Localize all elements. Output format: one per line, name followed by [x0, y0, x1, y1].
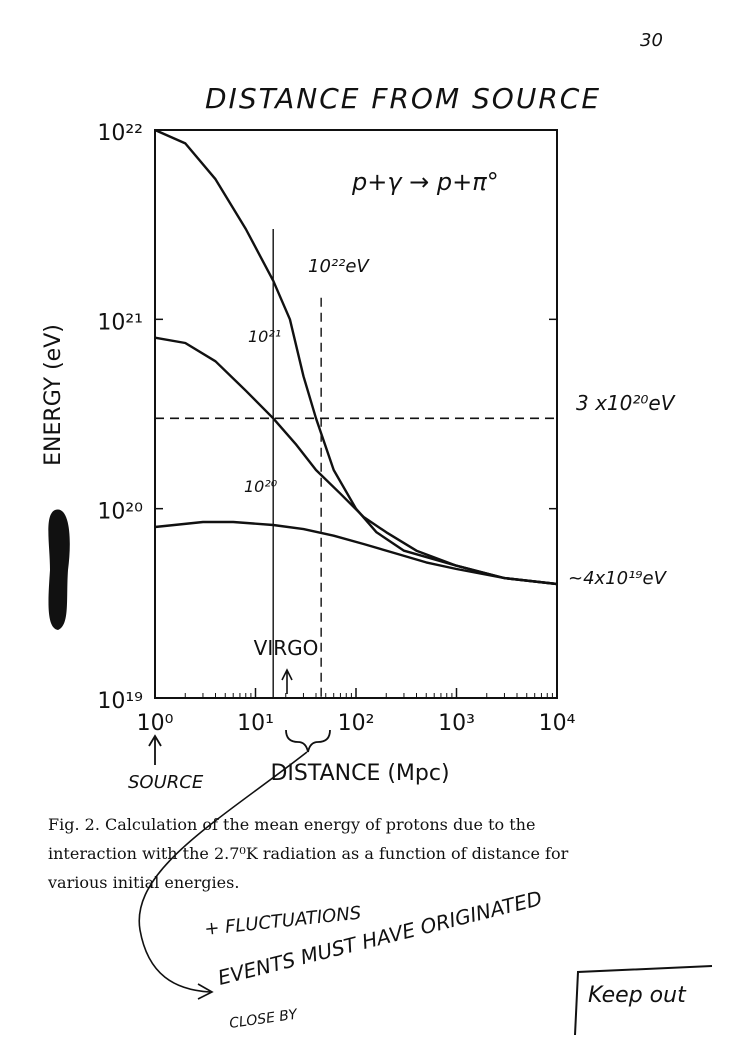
handwritten-chart-title: DISTANCE FROM SOURCE: [205, 82, 601, 115]
fluctuations-note: + FLUCTUATIONS: [203, 903, 362, 940]
series-line-3: [154, 520, 558, 586]
x-tick-label: 10¹: [237, 711, 274, 736]
virgo-label: VIRGO: [254, 636, 319, 660]
events-arrow: [138, 751, 308, 993]
x-tick-label: 10²: [338, 711, 375, 736]
events-arrowhead: [197, 983, 214, 1000]
margin-ink-blot: [48, 509, 70, 630]
x-tick-label: 10³: [438, 711, 475, 736]
plot-area: 10⁰ 10¹ 10² 10³ 10⁴ 10¹⁹ 10²⁰ 10²¹ 10²² DISTANCE …: [41, 121, 576, 786]
x-tick-label: 10⁰: [137, 711, 174, 736]
virgo-brace: [285, 729, 331, 753]
asymptote-label: ~4x10¹⁹eV: [568, 568, 668, 589]
plot-frame: [154, 129, 558, 699]
figure-caption: Fig. 2. Calculation of the mean energy o…: [48, 815, 569, 892]
threshold-label: 3 x10²⁰eV: [576, 391, 676, 415]
source-label: SOURCE: [128, 772, 204, 793]
curve-label-1e20: 10²⁰: [244, 477, 278, 496]
x-tick-label: 10⁴: [539, 711, 576, 736]
series-line-2: [154, 336, 558, 586]
keep-out-bracket: [574, 965, 713, 1036]
keep-out-note: Keep out: [588, 983, 687, 1008]
virgo-arrow: [281, 668, 293, 694]
events-must-note: EVENTS MUST HAVE ORIGINATED: [215, 886, 544, 990]
y-tick-label: 10²¹: [97, 310, 143, 335]
y-axis-label: ENERGY (eV): [41, 324, 66, 466]
y-tick-label: 10²²: [97, 121, 143, 146]
x-axis-label: DISTANCE (Mpc): [270, 761, 449, 786]
close-by-note: CLOSE BY: [228, 1006, 299, 1032]
page-number: 30: [640, 30, 663, 51]
y-tick-label: 10²⁰: [97, 500, 143, 525]
curve-label-1e22: 10²²eV: [308, 256, 370, 277]
source-arrow: [148, 734, 162, 765]
series-line-1: [154, 128, 558, 586]
y-tick-label: 10¹⁹: [97, 689, 143, 714]
handwritten-reaction: p+γ → p+π°: [351, 168, 499, 196]
curve-label-1e21: 10²¹: [248, 327, 281, 346]
